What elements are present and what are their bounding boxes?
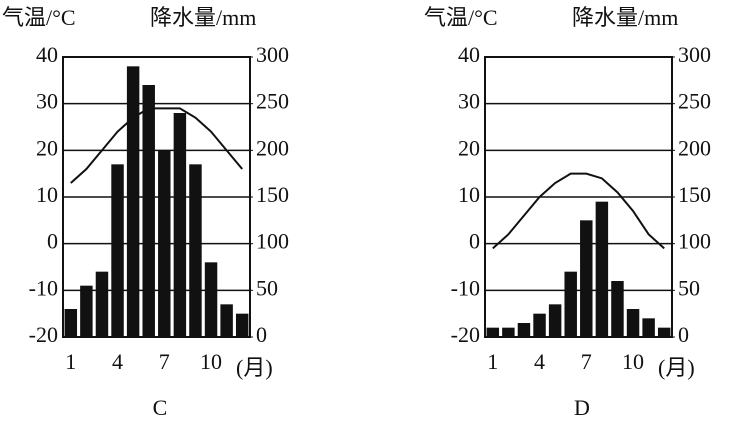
x-tick-label: 1 [65, 349, 76, 374]
plot-frame [484, 56, 673, 338]
y-tick-label: -10 [29, 275, 58, 300]
bar [595, 201, 609, 337]
temperature-line [492, 172, 665, 250]
y2-tick-label: 100 [678, 229, 711, 254]
y-tick-label: 40 [36, 42, 58, 67]
x-tick-label: 10 [200, 349, 222, 374]
y-tick-label: 10 [458, 182, 480, 207]
bar [502, 327, 515, 337]
bar [533, 313, 546, 337]
bar [517, 323, 531, 337]
x-tick-label: 4 [112, 349, 123, 374]
bar [642, 318, 655, 337]
x-tick-label: 7 [159, 349, 170, 374]
bar [126, 66, 140, 337]
y2-tick-label: 300 [256, 42, 289, 67]
bar [158, 150, 171, 337]
y-tick-label: 40 [458, 42, 480, 67]
y2-tick-label: 200 [256, 135, 289, 160]
y-tick-label: 0 [47, 229, 58, 254]
x-tick-label: 10 [622, 349, 644, 374]
y-tick-label: 0 [469, 229, 480, 254]
y2-tick-label: 150 [256, 182, 289, 207]
bar [611, 281, 624, 337]
chart-title: C [153, 395, 168, 420]
bar [657, 327, 671, 337]
x-axis-label: (月) [658, 355, 695, 380]
y2-tick-label: 150 [678, 182, 711, 207]
y-tick-label: 30 [36, 89, 58, 114]
plot-frame [62, 56, 251, 338]
y-tick-label: -10 [451, 275, 480, 300]
bar [173, 113, 187, 337]
y-tick-label: -20 [451, 322, 480, 347]
y2-tick-label: 250 [256, 89, 289, 114]
bar [189, 164, 202, 337]
x-tick-label: 7 [581, 349, 592, 374]
y2-axis-label: 降水量/mm [572, 5, 678, 30]
y-tick-label: 20 [36, 135, 58, 160]
bar [626, 309, 640, 337]
y2-tick-label: 0 [678, 322, 689, 347]
chart-title: D [574, 395, 590, 420]
bar [580, 220, 593, 337]
y-tick-label: -20 [29, 322, 58, 347]
y2-tick-label: 300 [678, 42, 711, 67]
bar [111, 164, 124, 337]
bar [204, 262, 218, 337]
bar [548, 304, 562, 337]
y2-tick-label: 0 [256, 322, 267, 347]
bar [64, 309, 78, 337]
y-axis-label: 气温/°C [424, 5, 498, 30]
y2-axis-label: 降水量/mm [150, 5, 256, 30]
bar [95, 271, 109, 337]
y-tick-label: 30 [458, 89, 480, 114]
bar [220, 304, 233, 337]
y2-tick-label: 50 [678, 275, 700, 300]
bar [80, 285, 93, 337]
y2-tick-label: 50 [256, 275, 278, 300]
temperature-line [70, 107, 243, 184]
x-tick-label: 1 [487, 349, 498, 374]
bar [235, 313, 249, 337]
bar [564, 271, 577, 337]
y2-tick-label: 100 [256, 229, 289, 254]
bar [486, 327, 500, 337]
y2-tick-label: 250 [678, 89, 711, 114]
y-tick-label: 10 [36, 182, 58, 207]
y-tick-label: 20 [458, 135, 480, 160]
x-tick-label: 4 [534, 349, 545, 374]
y2-tick-label: 200 [678, 135, 711, 160]
x-axis-label: (月) [236, 355, 273, 380]
y-axis-label: 气温/°C [2, 5, 76, 30]
bar [142, 85, 155, 337]
